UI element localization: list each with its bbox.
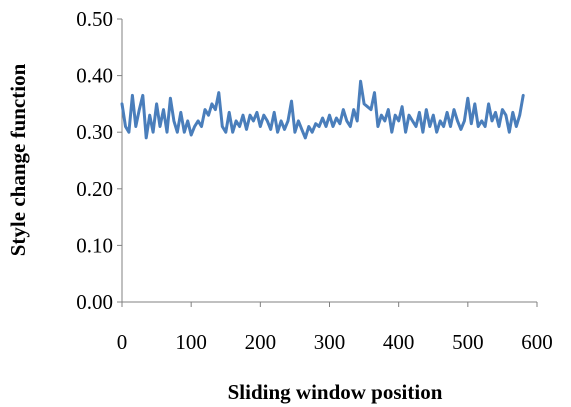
y-axis-title: Style change function	[6, 63, 30, 256]
series-line	[120, 79, 525, 140]
x-tick-label: 0	[117, 330, 128, 354]
y-tick-label: 0.10	[76, 233, 113, 257]
x-axis-title: Sliding window position	[228, 380, 443, 404]
y-tick-label: 0.30	[76, 120, 113, 144]
x-tick-label: 500	[452, 330, 484, 354]
x-tick-label: 200	[245, 330, 277, 354]
y-tick-label: 0.20	[76, 177, 113, 201]
x-tick-label: 400	[383, 330, 415, 354]
y-tick-label: 0.50	[76, 7, 113, 31]
x-tick-label: 300	[314, 330, 346, 354]
y-tick-label: 0.00	[76, 290, 113, 314]
x-axis-ticks: 0 100 200 300 400 500 600	[117, 302, 553, 354]
x-tick-label: 600	[521, 330, 553, 354]
y-tick-label: 0.40	[76, 64, 113, 88]
y-axis-ticks: 0.00 0.10 0.20 0.30 0.40 0.50	[76, 7, 122, 314]
x-tick-label: 100	[175, 330, 207, 354]
